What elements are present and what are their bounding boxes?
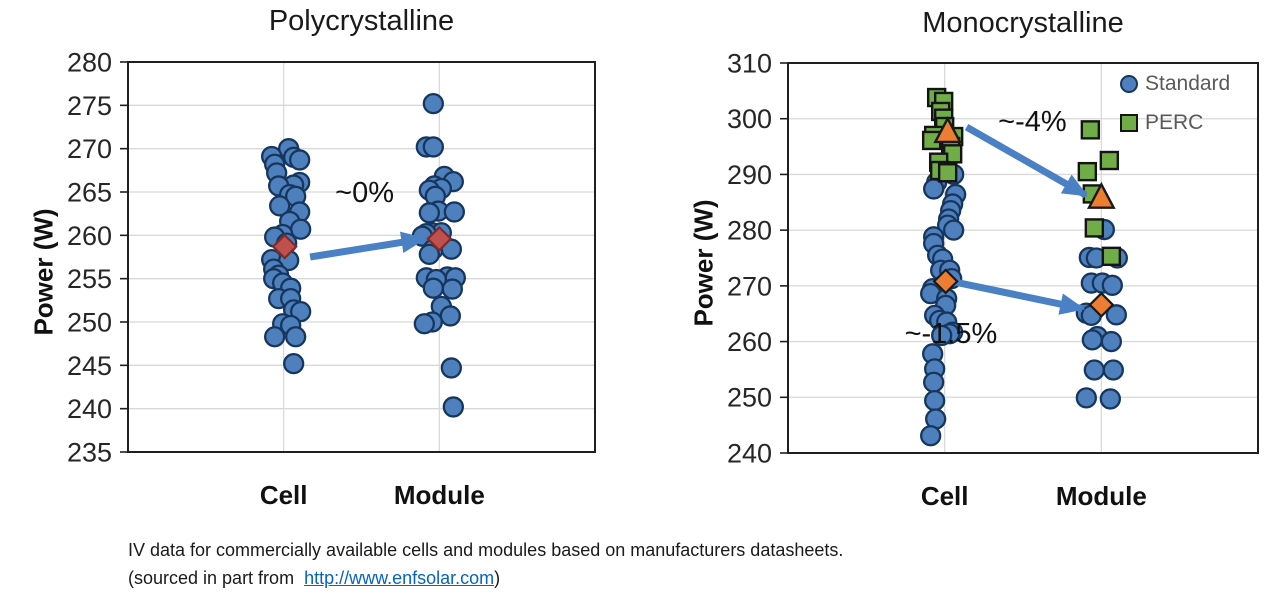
trend-arrow (309, 231, 427, 261)
y-tick-label: 265 (67, 177, 112, 207)
caption-line2-suffix: ) (494, 568, 501, 588)
y-tick-label: 240 (67, 394, 112, 424)
data-point (923, 371, 945, 393)
data-point (1101, 274, 1123, 296)
caption-line2: (sourced in part from http://www.enfsola… (128, 564, 843, 592)
y-tick-label: 260 (727, 327, 772, 357)
data-point (413, 313, 435, 335)
data-point (1083, 359, 1105, 381)
legend-item-standard: Standard (1120, 72, 1230, 96)
legend-item-perc: PERC (1120, 111, 1230, 135)
y-tick-label: 270 (727, 271, 772, 301)
data-point (1099, 150, 1120, 171)
data-point (924, 389, 946, 412)
data-point (426, 225, 453, 252)
data-point (920, 425, 942, 447)
data-point (439, 305, 461, 327)
annotation-label: ~0% (335, 177, 394, 209)
legend: Standard PERC (1120, 72, 1230, 135)
standard-legend-marker-icon (1120, 75, 1138, 93)
data-point (285, 326, 307, 348)
y-tick-label: 260 (67, 221, 112, 251)
enfsolar-link[interactable]: http://www.enfsolar.com (304, 568, 495, 588)
data-point (1086, 181, 1116, 209)
data-point (1075, 387, 1097, 409)
data-point (932, 268, 959, 295)
data-point (1101, 246, 1122, 267)
caption-line2-prefix: (sourced in part from (128, 568, 305, 588)
legend-label-standard: Standard (1145, 72, 1231, 95)
y-tick-label: 280 (67, 47, 112, 77)
data-point (1099, 388, 1121, 410)
data-point (933, 115, 963, 144)
data-point (1080, 120, 1101, 140)
data-point (264, 326, 286, 348)
data-point (422, 136, 444, 158)
data-point (1077, 161, 1098, 182)
y-tick-label: 300 (727, 104, 772, 134)
y-tick-label: 240 (727, 438, 772, 468)
y-tick-label: 235 (67, 437, 112, 467)
data-point (271, 233, 298, 260)
category-label: Module (394, 480, 485, 510)
y-tick-label: 270 (67, 134, 112, 164)
data-point (1088, 291, 1115, 318)
y-tick-label: 310 (727, 48, 772, 78)
category-label: Module (1056, 481, 1147, 511)
trend-arrow (956, 279, 1086, 315)
data-point (1084, 218, 1105, 238)
poly-chart-title: Polycrystalline (268, 5, 455, 37)
data-point (289, 149, 311, 171)
data-point (937, 163, 958, 183)
data-point (1102, 359, 1124, 381)
category-label: Cell (260, 480, 308, 510)
perc-legend-marker-icon (1120, 114, 1138, 132)
category-label: Cell (921, 481, 969, 511)
data-point (1081, 329, 1103, 351)
monocrystalline-plot: 240 250 260 270 280 290 300 310 Cell Module ~-4% ~-… (727, 48, 1259, 511)
data-point (931, 324, 953, 347)
data-point (441, 278, 463, 300)
data-point (1105, 304, 1127, 326)
trend-arrow (964, 124, 1089, 199)
y-tick-label: 280 (727, 216, 772, 246)
mono-y-axis-title: Power (W) (688, 199, 719, 327)
data-point (440, 357, 462, 379)
annotation-label: ~-4% (998, 106, 1067, 138)
annotation-label: ~-1.5% (905, 318, 998, 350)
legend-label-perc: PERC (1145, 111, 1204, 134)
data-point (418, 202, 440, 224)
y-tick-label: 250 (727, 383, 772, 413)
data-point (443, 201, 465, 223)
y-tick-label: 275 (67, 91, 112, 121)
data-point (1100, 330, 1122, 353)
data-point (283, 352, 305, 375)
y-tick-label: 255 (67, 264, 112, 294)
y-tick-label: 245 (67, 351, 112, 381)
data-point (269, 195, 291, 217)
mono-chart-title: Monocrystalline (922, 7, 1124, 39)
data-point (422, 277, 444, 299)
data-point (442, 396, 464, 418)
caption-line1: IV data for commercially available cells… (128, 540, 844, 560)
data-point (422, 92, 444, 115)
polycrystalline-plot: 235 240 245 250 255 260 265 270 275 280 Cell Module… (67, 47, 596, 510)
data-point (943, 219, 965, 241)
caption: IV data for commercially available cells… (128, 536, 843, 592)
poly-y-axis-title: Power (W) (28, 208, 59, 336)
y-tick-label: 250 (67, 307, 112, 337)
y-tick-label: 290 (727, 160, 772, 190)
